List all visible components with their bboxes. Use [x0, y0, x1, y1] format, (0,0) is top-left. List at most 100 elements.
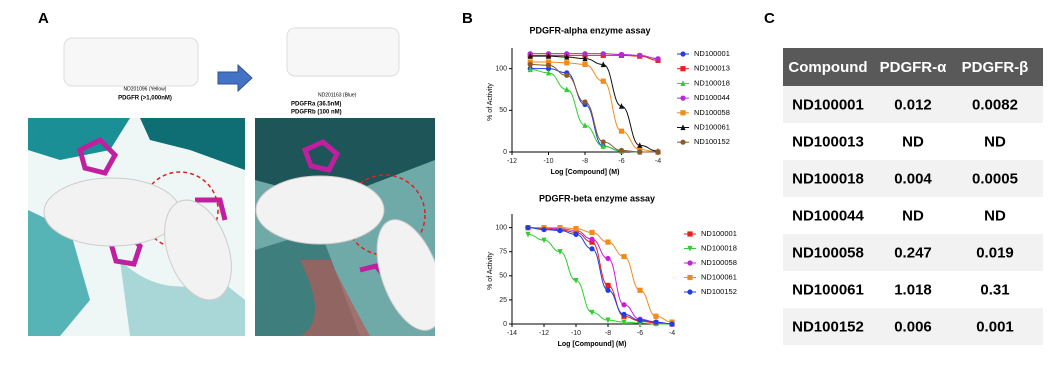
data-point: [605, 282, 611, 289]
fit-curve: [527, 227, 673, 325]
data-point: [589, 239, 595, 245]
activity-label: PDGFR (>1,000nM): [118, 96, 172, 102]
activity-label: PDGFRa (36.5nM): [291, 102, 341, 108]
data-point: [618, 103, 625, 109]
x-tick-label: -6: [618, 158, 624, 165]
y-axis-label: % of Activity: [487, 252, 494, 290]
legend-label: ND100018: [701, 243, 737, 252]
table-row-bg: [783, 234, 1043, 271]
data-point: [605, 255, 611, 262]
table-header-bg: [783, 48, 1043, 86]
data-point: [573, 231, 579, 237]
data-point: [605, 287, 611, 293]
data-point: [557, 225, 563, 231]
table-cell: 0.001: [976, 318, 1014, 335]
table-cell: 0.019: [976, 244, 1014, 261]
data-point: [637, 287, 643, 293]
data-point: [525, 231, 531, 238]
table-cell: 0.012: [894, 96, 932, 113]
legend-label: ND100001: [701, 229, 737, 238]
y-tick-label: 0: [503, 149, 507, 156]
table-row-bg: [783, 86, 1043, 123]
legend-marker: [680, 95, 686, 101]
data-point: [621, 302, 627, 308]
table-row-bg: [783, 271, 1043, 308]
x-tick-label: -8: [582, 158, 588, 165]
legend-label: ND100152: [701, 287, 737, 296]
legend-label: ND100061: [694, 122, 730, 131]
data-point: [527, 66, 533, 73]
arrow: [217, 63, 253, 93]
legend-marker: [687, 231, 693, 237]
fit-curve: [530, 61, 659, 153]
legend-label: ND100013: [694, 64, 730, 73]
data-point: [618, 128, 625, 134]
fit-curve: [527, 227, 673, 325]
panel-label: B: [462, 10, 473, 27]
data-point: [605, 239, 611, 245]
table-header: PDGFR-α: [880, 59, 947, 76]
data-point: [589, 246, 595, 252]
data-point: [589, 236, 595, 242]
table-row-bg: [783, 308, 1043, 345]
legend-marker: [687, 245, 693, 252]
data-point: [582, 99, 588, 105]
data-point: [582, 55, 588, 62]
data-point: [564, 86, 570, 93]
data-point: [557, 227, 563, 234]
table-cell: 0.004: [894, 170, 932, 187]
fit-curve: [530, 64, 658, 153]
legend-label: ND100018: [694, 78, 730, 87]
legend-marker: [680, 110, 686, 116]
table-cell: ND100044: [792, 207, 864, 224]
caption-box: [63, 37, 199, 87]
legend-label: ND100044: [694, 93, 730, 102]
data-point: [589, 309, 595, 316]
protein-image: [28, 118, 245, 336]
data-point: [618, 147, 625, 153]
x-tick-label: -12: [507, 158, 517, 165]
legend-marker: [680, 139, 686, 145]
table-cell: 0.006: [894, 318, 932, 335]
y-axis-label: % of Activity: [487, 83, 494, 121]
data-point: [600, 78, 606, 84]
data-point: [600, 61, 606, 68]
fit-curve: [530, 55, 659, 152]
legend-label: ND100058: [694, 108, 730, 117]
legend-marker: [680, 124, 686, 131]
data-point: [655, 149, 661, 155]
data-point: [564, 72, 570, 78]
data-point: [557, 249, 563, 255]
table-row-bg: [783, 160, 1043, 197]
table-cell: 1.018: [894, 281, 932, 298]
table-cell: ND: [902, 133, 924, 150]
table-row-bg: [783, 123, 1043, 160]
fit-curve: [528, 227, 673, 323]
data-point: [637, 142, 643, 148]
x-tick-label: -10: [571, 330, 581, 337]
chart: PDGFR-beta enzyme assay 0 25 50 75 100 -14 -12 -…: [487, 193, 737, 347]
chart: PDGFR-alpha enzyme assay 0 50 100 -12 -10 -8 -6…: [487, 25, 730, 175]
table-cell: ND100018: [792, 170, 864, 187]
x-tick-label: -10: [543, 158, 553, 165]
table-cell: ND100001: [792, 96, 864, 113]
legend-marker: [680, 66, 686, 72]
data-point: [545, 59, 552, 65]
y-tick-label: 75: [499, 249, 507, 256]
x-tick-label: -4: [655, 158, 661, 165]
data-point: [621, 311, 627, 317]
caption-box: [286, 27, 400, 77]
x-tick-label: -6: [637, 330, 643, 337]
table-cell: 0.247: [894, 244, 932, 261]
data-point: [653, 319, 659, 325]
compound-label: ND201096 (Yellow): [124, 86, 167, 92]
data-point: [573, 226, 579, 232]
y-tick-label: 100: [495, 66, 507, 73]
y-tick-label: 100: [495, 224, 507, 231]
table-header: Compound: [788, 59, 867, 76]
data-point: [573, 278, 579, 284]
data-point: [600, 143, 606, 149]
data-point: [541, 237, 547, 244]
data-point: [637, 149, 643, 155]
